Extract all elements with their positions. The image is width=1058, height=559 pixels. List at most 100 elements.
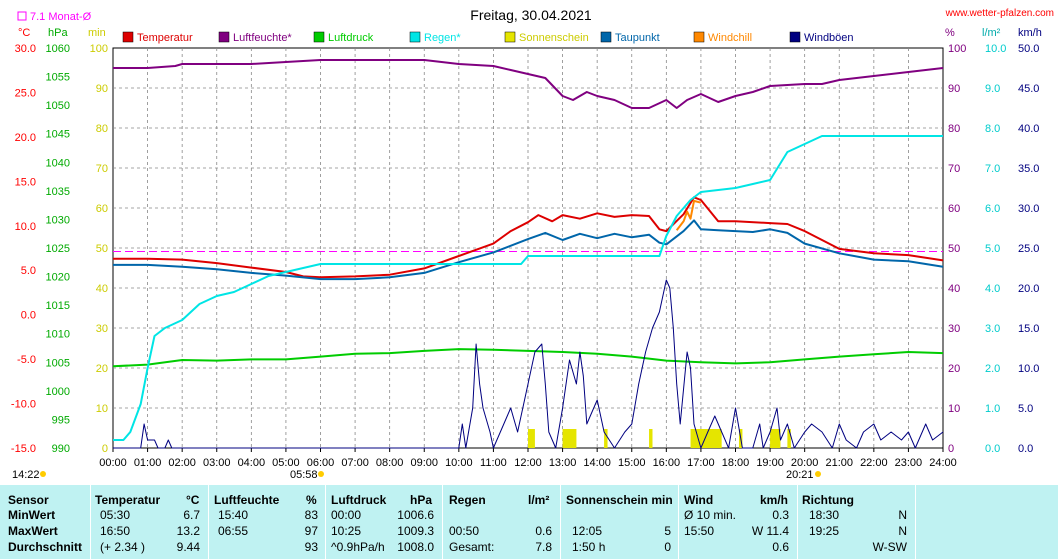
summary-sun-time: 12:05 [572, 524, 603, 538]
x-tick-label: 09:00 [410, 457, 438, 469]
legend-label: Taupunkt [615, 32, 660, 44]
x-tick-label: 03:00 [203, 457, 231, 469]
sunset-icon [815, 471, 821, 477]
rain-axis-label: 0.0 [985, 443, 1000, 455]
series-temperatur [113, 196, 944, 279]
summary-hum-val: 83 [304, 508, 318, 522]
pressure-axis-label: 1005 [46, 357, 70, 369]
rain-axis-label: 10.0 [985, 43, 1006, 55]
summary-label: Durchschnitt [8, 540, 83, 554]
x-tick-label: 06:00 [307, 457, 335, 469]
legend-item: Taupunkt [600, 31, 660, 44]
temp-axis-label: -5.0 [17, 354, 36, 366]
sunshine-bar [562, 429, 577, 448]
summary-hum-val: 93 [304, 540, 318, 554]
pressure-axis-label: 990 [52, 443, 70, 455]
header-wind-unit: km/h [760, 493, 789, 507]
x-tick-label: 13:00 [549, 457, 577, 469]
header-sun: Sonnenschein min [566, 493, 673, 507]
header-wind: Wind [684, 493, 714, 507]
series-lines [112, 59, 944, 449]
temp-axis-label: 0.0 [21, 310, 36, 322]
summary-rain-time: Gesamt: [449, 540, 495, 554]
summary-sun-val: 0 [664, 540, 671, 554]
legend-item: Temperatur [122, 31, 193, 44]
humidity-axis-label: 70 [948, 163, 960, 175]
x-tick-label: 18:00 [722, 457, 750, 469]
rain-axis-label: 8.0 [985, 123, 1000, 135]
x-tick-label: 10:00 [445, 457, 473, 469]
x-tick-label: 20:00 [791, 457, 819, 469]
sun-icon [40, 471, 46, 477]
legend-label: Sonnenschein [519, 32, 589, 44]
summary-temp-val: 13.2 [176, 524, 200, 538]
temp-axis-label: -10.0 [11, 399, 36, 411]
legend-item: Windböen [789, 31, 854, 44]
divider [90, 485, 91, 559]
legend-swatch [313, 31, 325, 43]
legend-swatch [693, 31, 705, 43]
temp-axis-label: 10.0 [15, 221, 36, 233]
legend-label: Luftdruck [328, 32, 374, 44]
chart-title: Freitag, 30.04.2021 [470, 7, 592, 23]
rain-axis-label: 6.0 [985, 203, 1000, 215]
summary-hum-time: 15:40 [218, 508, 249, 522]
site-url[interactable]: www.wetter-pfalzen.com [945, 8, 1054, 19]
summary-temp-time: 05:30 [100, 508, 131, 522]
humidity-axis-label: 40 [948, 283, 960, 295]
summary-rain-time: 00:50 [449, 524, 480, 538]
sunshine-bar [649, 429, 653, 448]
summary-rain-val: 0.6 [535, 524, 552, 538]
summary-sun-val: 5 [664, 524, 671, 538]
rain-axis-label: 3.0 [985, 323, 1000, 335]
header-press-unit: hPa [410, 493, 433, 507]
wind-axis-label: 0.0 [1018, 443, 1033, 455]
legend-swatch [504, 31, 516, 43]
sunshine-bar [528, 429, 535, 448]
sunshine-bar [690, 429, 722, 448]
summary-dir-val: N [898, 524, 907, 538]
unit-pct: % [945, 27, 955, 39]
wind-axis-label: 25.0 [1018, 243, 1039, 255]
temp-axis-label: -15.0 [11, 443, 36, 455]
sunshine-axis-label: 50 [96, 243, 108, 255]
summary-sun-time: 1:50 h [572, 540, 606, 554]
sunrise-time: 05:58 [290, 469, 318, 481]
pressure-axis-label: 1040 [46, 157, 70, 169]
summary-wind-val: 0.3 [772, 508, 789, 522]
divider [678, 485, 679, 559]
header-hum: Luftfeuchte [214, 493, 280, 507]
series-windb-en [113, 279, 944, 449]
x-tick-label: 15:00 [618, 457, 646, 469]
legend-swatch [789, 31, 801, 43]
legend-item: Windchill [693, 31, 752, 44]
time-left: 14:22 [12, 469, 40, 481]
legend-swatch [122, 31, 134, 43]
sunshine-axis-label: 70 [96, 163, 108, 175]
x-tick-label: 16:00 [653, 457, 681, 469]
humidity-axis-label: 90 [948, 83, 960, 95]
summary-dir-time: 19:25 [809, 524, 840, 538]
summary-press-time: 00:00 [331, 508, 362, 522]
x-tick-label: 04:00 [238, 457, 266, 469]
summary-dir-val: W-SW [872, 540, 907, 554]
humidity-axis-label: 30 [948, 323, 960, 335]
pressure-axis-label: 1055 [46, 72, 70, 84]
wind-axis-label: 5.0 [1018, 403, 1033, 415]
summary-wind-val: 0.6 [772, 540, 789, 554]
header-temp-unit: °C [186, 493, 200, 507]
summary-press-val: 1008.0 [397, 540, 434, 554]
temp-axis-label: 15.0 [15, 176, 36, 188]
x-tick-label: 22:00 [860, 457, 888, 469]
wind-axis-label: 45.0 [1018, 83, 1039, 95]
sunshine-bar [787, 429, 791, 448]
x-tick-label: 14:00 [583, 457, 611, 469]
pressure-axis-label: 1045 [46, 129, 70, 141]
sunshine-axis-label: 40 [96, 283, 108, 295]
summary-table: Sensor Temperatur °C Luftfeuchte % Luftd… [0, 485, 1058, 559]
sunshine-bar [770, 429, 781, 448]
legend: Temperatur Luftfeuchte* Luftdruck Regen* Son… [122, 31, 854, 44]
sunshine-axis-label: 0 [102, 443, 108, 455]
temp-axis-label: 20.0 [15, 132, 36, 144]
unit-min: min [88, 27, 106, 39]
